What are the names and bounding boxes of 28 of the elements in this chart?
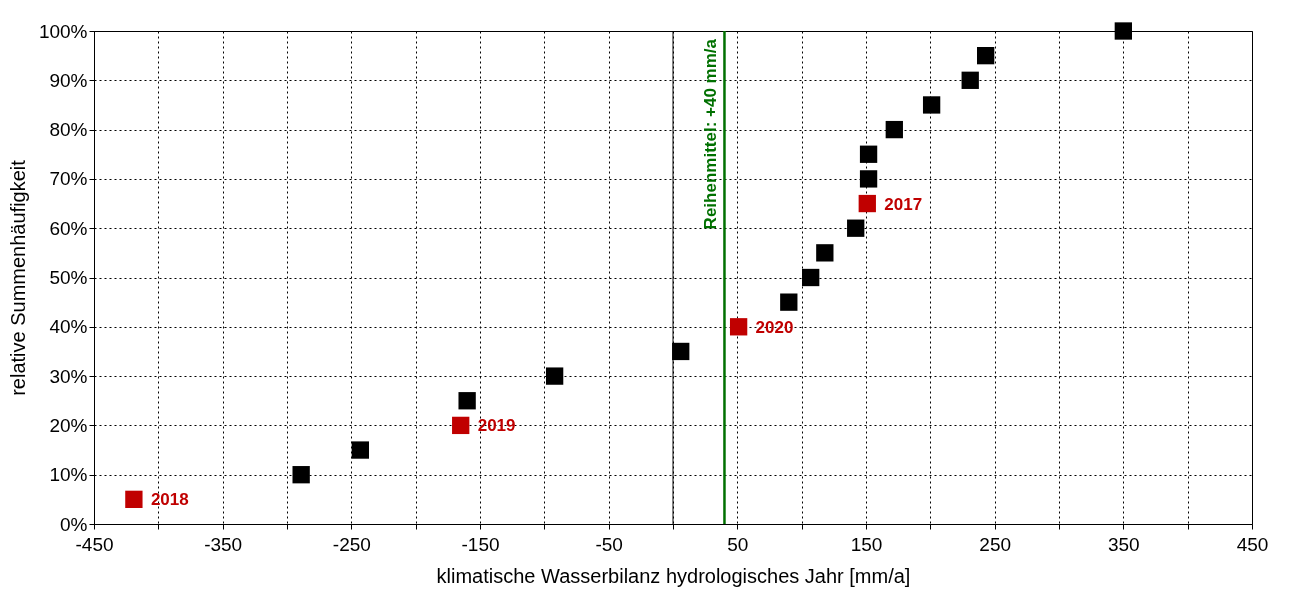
y-tick-label: 40% [49,316,88,338]
x-tick-label: -250 [332,533,371,555]
x-tick-label: 50 [727,533,749,555]
ref-line-label: Reihenmittel: +40 mm/a [701,38,721,230]
y-tick-label: 10% [49,464,88,486]
y-tick-label: 60% [49,217,88,239]
annotation: 2017 [884,194,923,214]
x-tick-label: 150 [850,533,883,555]
x-tick-label: -150 [461,533,500,555]
x-tick-label: -450 [75,533,114,555]
y-tick-label: 100% [38,20,88,42]
x-tick-label: -350 [204,533,243,555]
x-axis-title: klimatische Wasserbilanz hydrologisches Jahr [mm/a] [436,564,911,587]
annotation: 2020 [755,317,794,337]
y-tick-label: 50% [49,267,88,288]
x-tick-label: 450 [1236,533,1269,555]
y-tick-label: 30% [49,365,88,387]
y-tick-label: 0% [60,513,88,535]
y-axis-title: relative Summenhäufigkeit [6,159,29,396]
annotation: 2019 [477,416,516,436]
y-tick-label: 90% [49,69,88,91]
x-tick-label: 350 [1107,533,1140,555]
y-tick-label: 20% [49,414,88,436]
x-tick-label: -50 [595,533,623,555]
x-tick-label: 250 [979,533,1012,555]
annotation: 2018 [150,490,189,510]
y-tick-label: 70% [49,168,88,190]
y-tick-label: 80% [49,119,88,141]
